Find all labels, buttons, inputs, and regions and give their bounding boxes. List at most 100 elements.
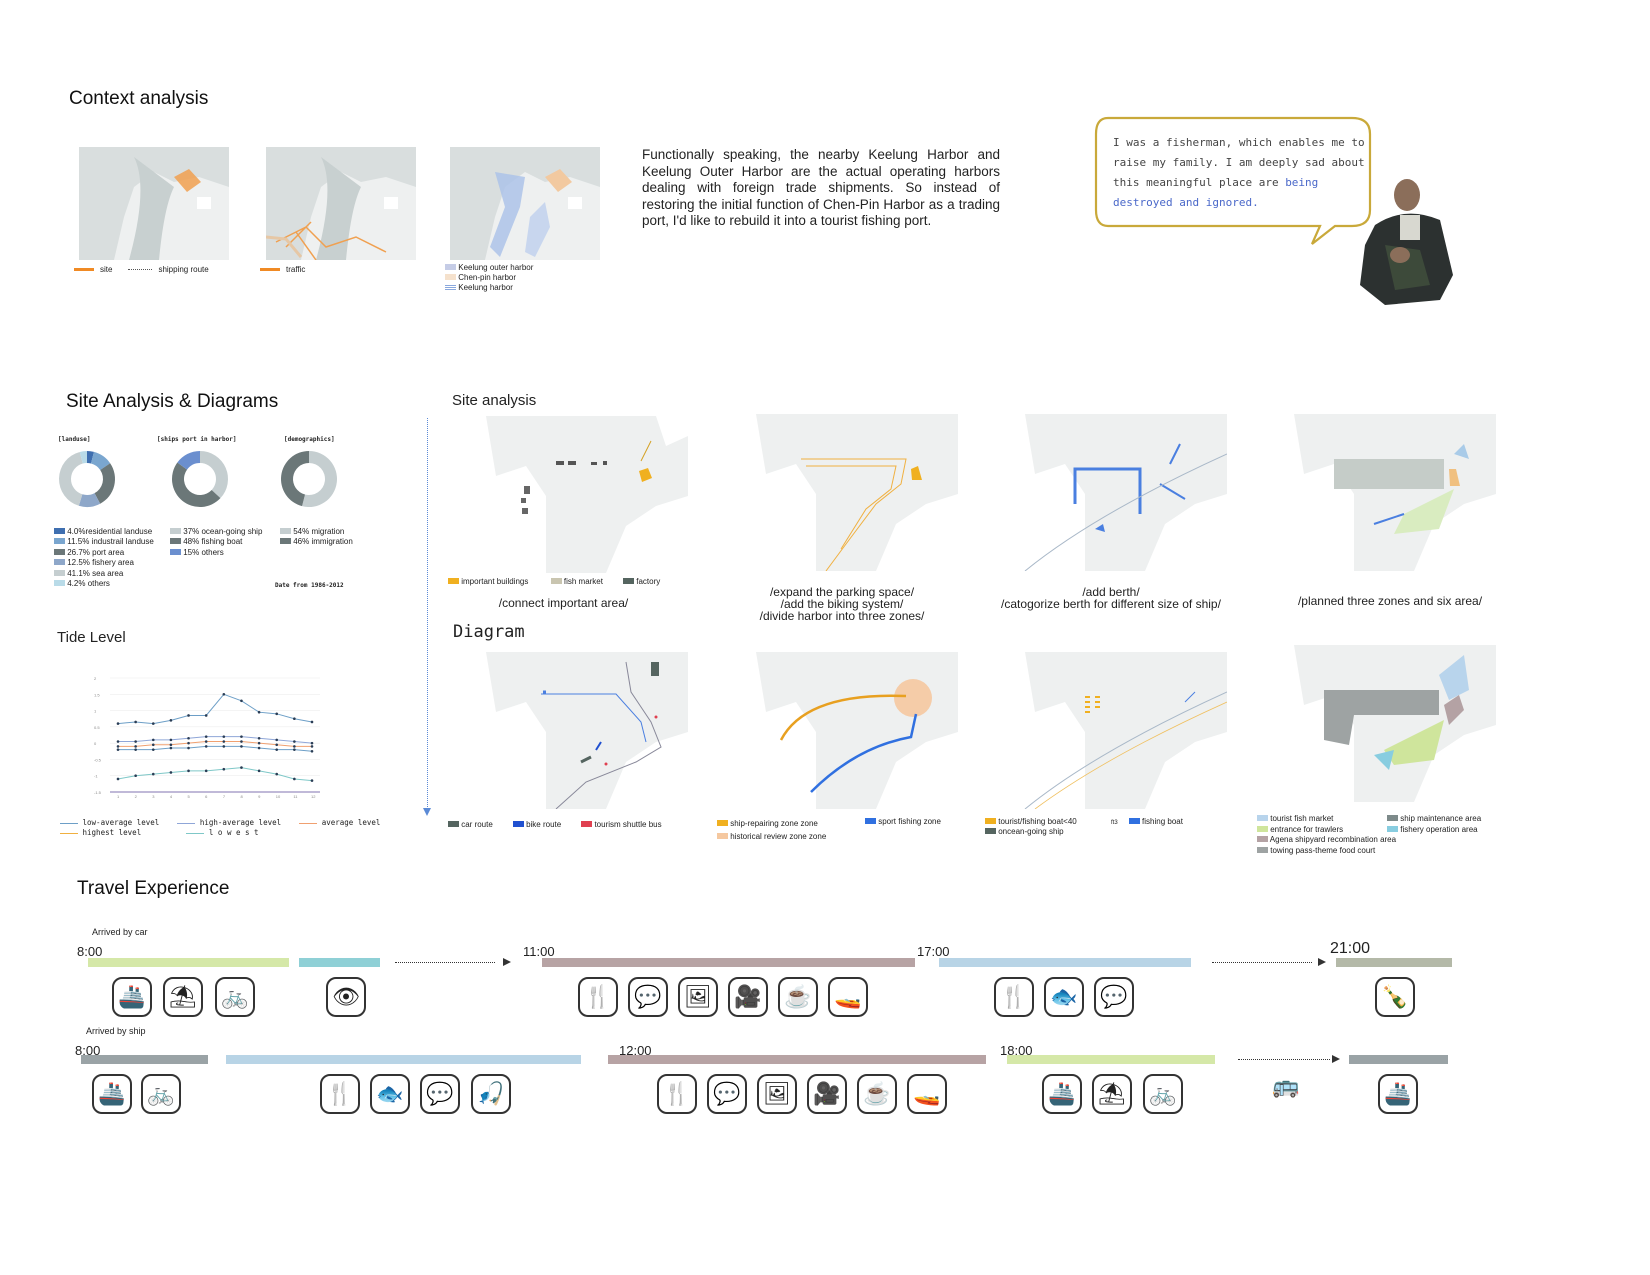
series-line bbox=[118, 736, 313, 744]
y-tick-label: 1 bbox=[94, 709, 97, 714]
data-point bbox=[257, 769, 261, 773]
data-point bbox=[240, 745, 243, 748]
data-point bbox=[204, 740, 208, 743]
car-arrow-1 bbox=[395, 962, 495, 963]
diagram-legend-2: ship-repairing zone zone historical revi… bbox=[717, 817, 826, 843]
tide-chart: 21.510.50-0.5-1-1.51 2 3 4 5 6 7 8 9 10 11 12 bbox=[94, 676, 320, 799]
data-point bbox=[204, 714, 208, 717]
diagram-legend-4b: ship maintenance area fishery operation … bbox=[1387, 814, 1481, 835]
diagram-title: Diagram bbox=[453, 622, 525, 642]
diagram-legend-1: car route bike route tourism shuttle bus bbox=[448, 820, 662, 829]
coffee-icon: ☕ bbox=[778, 977, 818, 1017]
data-point bbox=[187, 769, 190, 773]
x-tick-label: 1 bbox=[117, 794, 120, 799]
data-point bbox=[204, 769, 208, 773]
data-point bbox=[116, 745, 120, 748]
donut-landuse bbox=[59, 451, 115, 507]
ship-label: Arrived by ship bbox=[86, 1026, 146, 1036]
ship-icon: 🚢 bbox=[1378, 1074, 1418, 1114]
data-point bbox=[257, 736, 261, 740]
donut-ships bbox=[171, 451, 228, 508]
data-point bbox=[222, 735, 226, 738]
ship-icon: 🚢 bbox=[92, 1074, 132, 1114]
data-point bbox=[187, 714, 190, 717]
site-diagrams-title: Site Analysis & Diagrams bbox=[66, 391, 279, 412]
data-point bbox=[293, 717, 296, 721]
ship-arrowhead bbox=[1332, 1055, 1340, 1063]
data-point bbox=[240, 740, 243, 743]
car-label: Arrived by car bbox=[92, 927, 148, 937]
donut-slice bbox=[171, 462, 221, 508]
data-point bbox=[116, 722, 120, 725]
donut-charts bbox=[59, 451, 337, 508]
car-bar-5 bbox=[1336, 958, 1452, 967]
caption-4: /planned three zones and six area/ bbox=[1297, 594, 1483, 608]
relax-icon: ⛱ bbox=[1092, 1074, 1132, 1114]
coffee-icon: ☕ bbox=[857, 1074, 897, 1114]
data-point bbox=[275, 748, 279, 751]
data-point bbox=[151, 772, 155, 776]
ship-bar-1 bbox=[81, 1055, 208, 1064]
donut-slice bbox=[59, 451, 83, 506]
exhibit-icon: 🖼 bbox=[678, 977, 718, 1017]
car-time-0800: 8:00 bbox=[77, 944, 103, 959]
legend-demographics: 54% migration 46% immigration bbox=[280, 527, 353, 548]
data-point bbox=[310, 720, 314, 724]
boat-icon: 🚤 bbox=[828, 977, 868, 1017]
context-legend-1: site shipping route bbox=[74, 265, 209, 274]
car-bar-1 bbox=[88, 958, 289, 967]
camera-icon: 🎥 bbox=[728, 977, 768, 1017]
data-point bbox=[222, 745, 226, 748]
data-point bbox=[240, 766, 243, 769]
data-point bbox=[293, 745, 296, 748]
x-tick-label: 9 bbox=[258, 794, 261, 799]
speech-bubble bbox=[1094, 116, 1372, 245]
donut-slice bbox=[302, 451, 337, 507]
ship-bar-5 bbox=[1349, 1055, 1448, 1064]
travel-title: Travel Experience bbox=[77, 878, 230, 899]
context-paragraph: Functionally speaking, the nearby Keelun… bbox=[642, 147, 1000, 228]
data-point bbox=[116, 777, 120, 781]
bike-icon: 🚲 bbox=[141, 1074, 181, 1114]
site-map-4 bbox=[1264, 414, 1496, 571]
relax-icon: ⛱ bbox=[163, 977, 203, 1017]
x-tick-label: 5 bbox=[188, 794, 191, 799]
donut-demographics bbox=[281, 451, 337, 507]
quote-highlight: being destroyed and ignored. bbox=[1113, 176, 1319, 209]
data-point bbox=[257, 746, 261, 750]
donut-slice bbox=[94, 463, 115, 504]
context-map-site bbox=[79, 147, 229, 260]
site-analysis-title: Site analysis bbox=[452, 392, 537, 409]
series-line bbox=[117, 693, 313, 725]
data-point bbox=[134, 740, 137, 743]
donut-slice bbox=[177, 451, 200, 470]
site-analysis-legend: important buildings fish market factory bbox=[448, 577, 660, 586]
section-divider bbox=[427, 418, 428, 811]
data-point bbox=[134, 720, 137, 724]
site-map-3 bbox=[995, 414, 1227, 571]
donut-label-landuse: [landuse] bbox=[58, 436, 91, 443]
data-point bbox=[240, 699, 243, 703]
data-point bbox=[169, 738, 173, 742]
chat-icon: 💬 bbox=[628, 977, 668, 1017]
y-tick-label: 0 bbox=[94, 741, 97, 746]
diagram-map-1 bbox=[456, 652, 688, 809]
diagram-map-4 bbox=[1264, 645, 1496, 802]
car-bar-3 bbox=[542, 958, 915, 967]
diagram-map-3 bbox=[995, 652, 1227, 809]
y-tick-label: -0.5 bbox=[94, 757, 102, 762]
data-point bbox=[222, 767, 226, 771]
ship-arrow bbox=[1238, 1059, 1330, 1060]
diagram-legend-3: tourist/fishing boat<40 oncean-going shi… bbox=[985, 817, 1077, 837]
data-point bbox=[169, 771, 173, 774]
x-tick-label: 10 bbox=[276, 794, 281, 799]
data-point bbox=[134, 748, 137, 751]
x-tick-label: 4 bbox=[170, 794, 173, 799]
chat-icon: 💬 bbox=[420, 1074, 460, 1114]
food-pin-icon: 🍴 bbox=[320, 1074, 360, 1114]
ship-time-1200: 12:00 bbox=[619, 1043, 652, 1058]
diagram-legend-3b: ft3 fishing boat bbox=[1111, 817, 1183, 826]
ship-bar-4 bbox=[1007, 1055, 1215, 1064]
donut-slice bbox=[90, 451, 111, 471]
data-point bbox=[134, 745, 137, 748]
